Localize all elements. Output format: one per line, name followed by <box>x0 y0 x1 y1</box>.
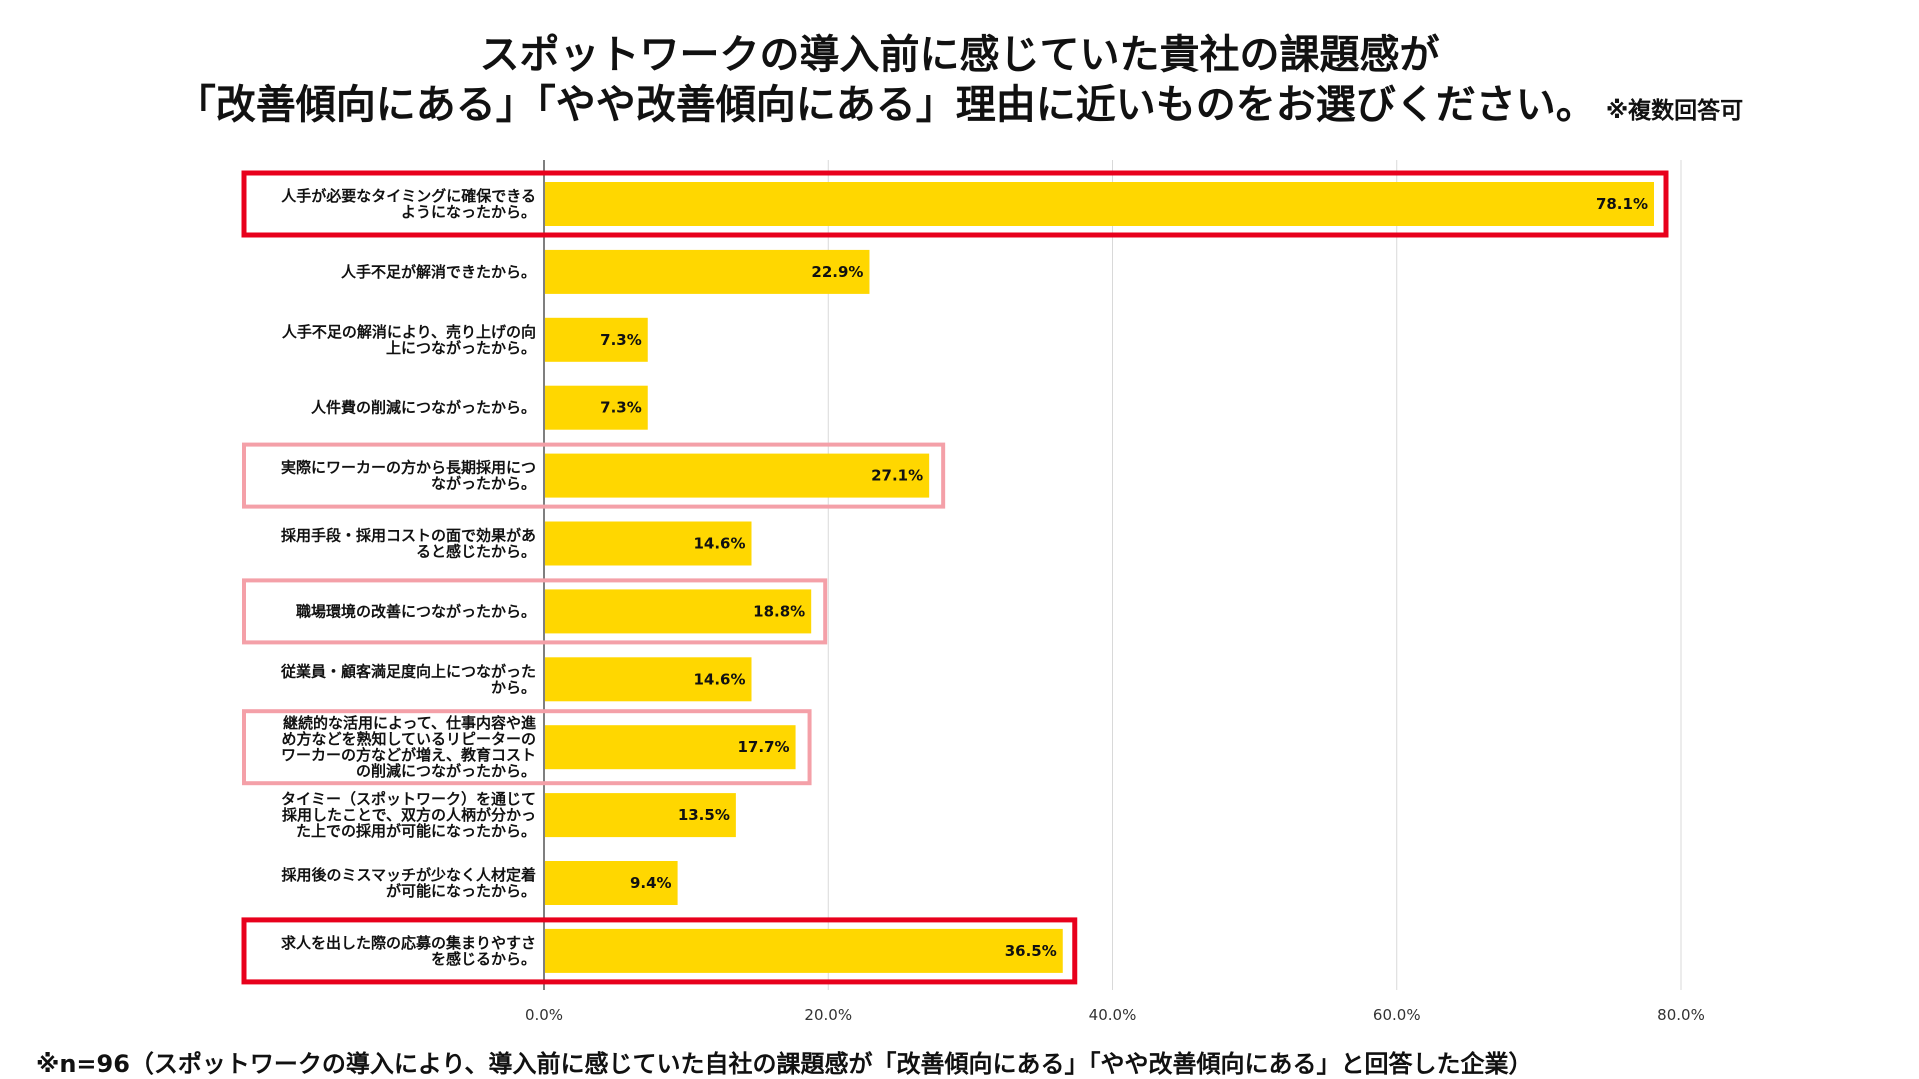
category-label-2: 人手不足の解消により、売り上げの向上につながったから。 <box>282 323 536 357</box>
x-tick-label-4: 80.0% <box>1657 1006 1705 1024</box>
x-tick-label-3: 60.0% <box>1373 1006 1421 1024</box>
category-label-line: 継続的な活用によって、仕事内容や進 <box>283 714 537 732</box>
category-label-line: 上につながったから。 <box>386 339 536 357</box>
highlight-frame-4 <box>242 442 946 509</box>
category-label-line: 採用手段・採用コストの面で効果があ <box>281 527 536 545</box>
category-label-0: 人手が必要なタイミングに確保できるようになったから。 <box>281 187 536 221</box>
title-line-2-text: 「改善傾向にある」「やや改善傾向にある」理由に近いものをお選びください。 <box>175 82 1596 128</box>
category-label-line: 人件費の削減につながったから。 <box>311 399 536 417</box>
bar-10 <box>545 861 678 905</box>
value-label-5: 14.6% <box>693 535 745 553</box>
category-label-line: た上での採用が可能になったから。 <box>296 822 536 840</box>
category-label-10: 採用後のミスマッチが少なく人材定着が可能になったから。 <box>281 866 536 900</box>
x-tick-label-0: 0.0% <box>525 1006 563 1024</box>
bar-7 <box>545 657 752 702</box>
category-label-line: ワーカーの方などが増え、教育コスト <box>281 746 536 764</box>
chart-title: スポットワークの導入前に感じていた貴社の課題感が 「改善傾向にある」「やや改善傾… <box>0 30 1919 136</box>
bar-8 <box>545 725 796 770</box>
value-label-4: 27.1% <box>871 467 923 485</box>
value-label-2: 7.3% <box>600 331 642 349</box>
category-label-line: 採用したことで、双方の人柄が分かっ <box>282 806 536 824</box>
highlight-frame-8 <box>242 709 812 786</box>
category-label-line: 実際にワーカーの方から長期採用につ <box>281 459 536 477</box>
highlight-frame-6 <box>242 578 828 645</box>
grid-layer <box>543 160 1682 990</box>
category-label-line: から。 <box>491 678 536 696</box>
category-label-line: 人手が必要なタイミングに確保できる <box>281 187 536 205</box>
value-label-7: 14.6% <box>693 670 745 688</box>
category-label-line: 人手不足が解消できたから。 <box>341 263 536 281</box>
value-label-8: 17.7% <box>738 738 790 756</box>
value-label-1: 22.9% <box>811 263 863 281</box>
category-label-line: 求人を出した際の応募の集まりやすさ <box>281 934 536 952</box>
highlight-frame-11 <box>241 917 1078 985</box>
value-label-0: 78.1% <box>1596 195 1648 213</box>
category-label-line: タイミー（スポットワーク）を通じて <box>281 790 536 808</box>
bar-5 <box>545 521 752 566</box>
highlight-frame-0 <box>241 170 1669 238</box>
title-note: ※複数回答可 <box>1605 98 1744 124</box>
title-line-1: スポットワークの導入前に感じていた貴社の課題感が <box>479 32 1440 78</box>
bar-2 <box>545 317 648 362</box>
highlight-layer <box>241 170 1669 985</box>
bar-3 <box>545 385 648 430</box>
category-label-8: 継続的な活用によって、仕事内容や進め方などを熟知しているリピーターのワーカーの方… <box>281 714 537 780</box>
category-label-line: ると感じたから。 <box>416 543 536 561</box>
category-label-6: 職場環境の改善につながったから。 <box>296 602 536 620</box>
bar-11 <box>545 928 1063 973</box>
value-label-9: 13.5% <box>678 806 730 824</box>
category-label-line: ながったから。 <box>431 475 536 493</box>
value-label-11: 36.5% <box>1005 942 1057 960</box>
category-label-line: ようになったから。 <box>401 203 536 221</box>
bar-chart: 78.1% 22.9% 7.3% 7.3% 27.1% 14.6% 18.8% 14.6% 17… <box>241 160 1705 1024</box>
category-label-11: 求人を出した際の応募の集まりやすさを感じるから。 <box>281 934 536 968</box>
bar-9 <box>545 793 736 838</box>
category-label-5: 採用手段・採用コストの面で効果があると感じたから。 <box>281 527 536 561</box>
category-label-line: 人手不足の解消により、売り上げの向 <box>282 323 536 341</box>
category-label-line: を感じるから。 <box>431 950 536 968</box>
category-label-layer: 人手が必要なタイミングに確保できるようになったから。人手不足が解消できたから。人… <box>280 187 537 968</box>
bar-6 <box>545 589 812 634</box>
bar-4 <box>545 453 930 498</box>
bar-layer: 78.1% 22.9% 7.3% 7.3% 27.1% 14.6% 18.8% 14.6% 17… <box>545 182 1654 973</box>
bar-0 <box>545 182 1654 226</box>
title-line-2: 「改善傾向にある」「やや改善傾向にある」理由に近いものをお選びください。 ※複数回… <box>0 80 1919 136</box>
bar-1 <box>545 249 870 294</box>
category-label-line: が可能になったから。 <box>386 882 536 900</box>
tick-label-layer: 0.0% 20.0% 40.0% 60.0% 80.0% <box>525 1006 1705 1024</box>
category-label-line: 採用後のミスマッチが少なく人材定着 <box>281 866 536 884</box>
category-label-line: の削減につながったから。 <box>356 762 536 780</box>
value-label-6: 18.8% <box>753 602 805 620</box>
category-label-9: タイミー（スポットワーク）を通じて採用したことで、双方の人柄が分かった上での採用… <box>281 790 536 840</box>
x-tick-label-1: 20.0% <box>804 1006 852 1024</box>
value-label-10: 9.4% <box>630 874 672 892</box>
footnote: ※n=96（スポットワークの導入により、導入前に感じていた自社の課題感が「改善傾… <box>36 1050 1533 1078</box>
category-label-1: 人手不足が解消できたから。 <box>341 263 536 281</box>
x-tick-label-2: 40.0% <box>1089 1006 1137 1024</box>
category-label-line: め方などを熟知しているリピーターの <box>281 730 536 748</box>
category-label-4: 実際にワーカーの方から長期採用につながったから。 <box>281 459 536 493</box>
category-label-line: 職場環境の改善につながったから。 <box>296 602 536 620</box>
category-label-7: 従業員・顧客満足度向上につながったから。 <box>280 662 536 696</box>
category-label-3: 人件費の削減につながったから。 <box>311 399 536 417</box>
category-label-line: 従業員・顧客満足度向上につながった <box>280 662 536 680</box>
value-label-3: 7.3% <box>600 399 642 417</box>
